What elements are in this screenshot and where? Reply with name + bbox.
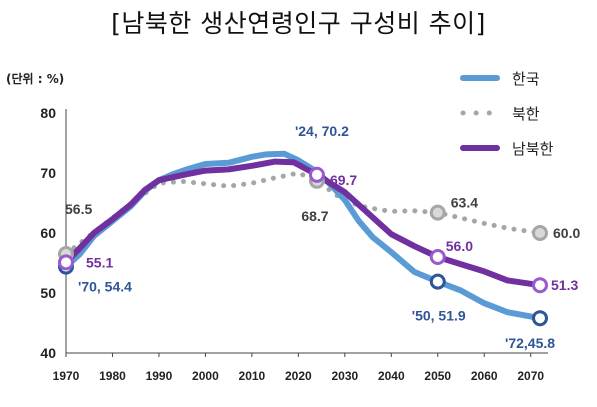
legend-label: 북한 bbox=[512, 105, 540, 123]
series-line-1 bbox=[63, 170, 543, 257]
series-line-0 bbox=[63, 150, 543, 322]
x-tick-label: 1990 bbox=[146, 369, 173, 383]
data-label: 55.1 bbox=[86, 254, 113, 270]
x-tick-label: 2030 bbox=[331, 369, 358, 383]
series-layer bbox=[63, 150, 543, 322]
data-label: '72,45.8 bbox=[505, 335, 555, 351]
data-point-marker bbox=[429, 204, 446, 221]
data-point-marker bbox=[308, 166, 325, 183]
x-tick-label: 1970 bbox=[53, 369, 80, 383]
data-point-marker bbox=[429, 249, 446, 265]
legend-label: 남북한 bbox=[512, 140, 554, 158]
legend-label: 한국 bbox=[512, 70, 540, 88]
y-tick-label: 60 bbox=[40, 225, 56, 241]
data-point-marker bbox=[532, 310, 548, 327]
data-point-marker bbox=[532, 225, 548, 241]
data-label: 68.7 bbox=[301, 208, 328, 224]
y-tick-label: 50 bbox=[40, 285, 56, 301]
data-label: 56.5 bbox=[65, 201, 92, 217]
data-label: 69.7 bbox=[330, 172, 357, 188]
data-point-marker bbox=[58, 254, 74, 271]
data-label: 63.4 bbox=[451, 195, 478, 211]
data-label: '50, 51.9 bbox=[412, 308, 466, 324]
chart-title: [남북한 생산연령인구 구성비 추이] bbox=[111, 9, 486, 38]
label-layer: 56.5 55.1 '70, 54.4 '24, 70.2 69.7 68.7 63.4 56… bbox=[65, 123, 580, 351]
y-tick-label: 80 bbox=[40, 105, 56, 121]
data-point-marker bbox=[532, 277, 548, 294]
y-tick-label: 40 bbox=[40, 345, 56, 361]
x-tick-label: 2020 bbox=[285, 369, 312, 383]
data-label: 51.3 bbox=[551, 277, 578, 293]
data-label: 56.0 bbox=[446, 238, 473, 254]
x-tick-label: 2040 bbox=[378, 369, 405, 383]
data-label: '70, 54.4 bbox=[78, 279, 132, 295]
y-tick-label: 70 bbox=[40, 165, 56, 181]
x-tick-label: 1980 bbox=[99, 369, 126, 383]
axes: 40 50 60 70 80 1970 1980 1990 2000 2010 2020 2030 20… bbox=[40, 105, 548, 383]
x-tick-label: 2060 bbox=[471, 369, 498, 383]
x-tick-label: 2010 bbox=[239, 369, 266, 383]
data-point-marker bbox=[429, 273, 446, 290]
unit-label: (단위 : %) bbox=[6, 72, 65, 86]
data-label: 60.0 bbox=[553, 225, 580, 241]
x-tick-label: 2070 bbox=[517, 369, 544, 383]
x-tick-label: 2000 bbox=[192, 369, 219, 383]
data-label: '24, 70.2 bbox=[295, 123, 349, 139]
marker-layer bbox=[58, 166, 548, 327]
x-tick-label: 2050 bbox=[424, 369, 451, 383]
